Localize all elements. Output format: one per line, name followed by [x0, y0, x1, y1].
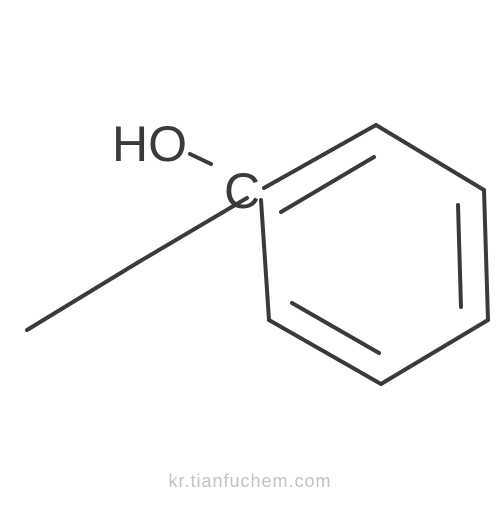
bond-line [458, 205, 461, 307]
carbon-label: C [224, 162, 260, 220]
bond-line [381, 320, 488, 384]
bond-line [264, 125, 376, 188]
bond-line [484, 190, 488, 320]
bond-line [292, 303, 379, 353]
ho-text: HO [112, 116, 187, 172]
bond-line [190, 154, 211, 164]
bond-line [27, 263, 137, 330]
bond-line [261, 200, 269, 320]
bond-line [376, 125, 484, 190]
hydroxyl-label: HO [112, 115, 187, 173]
watermark-text: kr.tianfuchem.com [168, 471, 331, 492]
chemical-structure-svg [0, 0, 500, 500]
c-text: C [224, 163, 260, 219]
bond-line [269, 320, 381, 384]
bond-line [281, 157, 374, 212]
molecule-diagram: HO C [0, 0, 500, 500]
watermark-label: kr.tianfuchem.com [168, 471, 331, 491]
